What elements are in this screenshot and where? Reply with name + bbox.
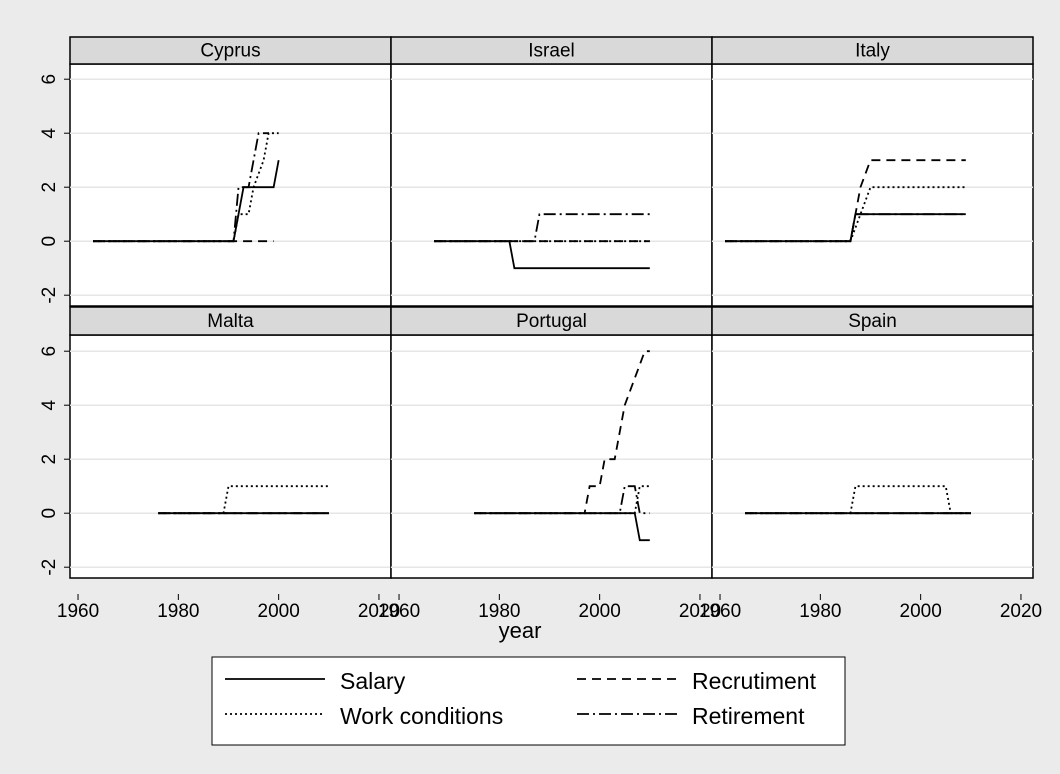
x-tick-label: 1980 xyxy=(157,601,199,622)
y-tick-label: 2 xyxy=(39,454,60,465)
panel-header xyxy=(711,306,1034,336)
series-line xyxy=(474,485,650,515)
y-tick-label: -2 xyxy=(39,287,60,304)
panel-title: Italy xyxy=(855,41,890,62)
series-line xyxy=(434,213,650,243)
plot-area xyxy=(711,63,1034,307)
panel-title: Malta xyxy=(207,311,254,332)
legend-label: Retirement xyxy=(692,703,805,729)
legend-label: Work conditions xyxy=(340,703,503,729)
panel-title: Cyprus xyxy=(200,41,260,62)
x-tick-label: 1960 xyxy=(699,601,741,622)
series-line xyxy=(725,213,966,243)
panel-title: Portugal xyxy=(516,311,587,332)
y-tick-label: -2 xyxy=(39,559,60,576)
panel-title: Spain xyxy=(848,311,897,332)
panel-header xyxy=(711,36,1034,65)
x-tick-label: 1960 xyxy=(378,601,420,622)
y-tick-label: 0 xyxy=(39,508,60,519)
legend xyxy=(211,656,846,746)
y-tick-label: 4 xyxy=(39,127,60,138)
y-tick-label: 2 xyxy=(39,182,60,193)
series-line xyxy=(474,350,650,515)
y-tick-label: 6 xyxy=(39,346,60,357)
x-tick-label: 1960 xyxy=(57,601,99,622)
plot-area xyxy=(711,334,1034,579)
panel-title: Israel xyxy=(528,41,574,62)
legend-label: Salary xyxy=(340,668,406,694)
x-tick-label: 2020 xyxy=(1000,601,1042,622)
x-tick-label: 2020 xyxy=(679,601,721,622)
series-line xyxy=(93,132,279,243)
x-tick-label: 1980 xyxy=(799,601,841,622)
panel-header xyxy=(390,36,713,65)
plot-area xyxy=(69,334,392,579)
panel-header xyxy=(69,306,392,336)
x-tick-label: 2000 xyxy=(258,601,300,622)
x-tick-label: 2020 xyxy=(358,601,400,622)
x-tick-label: 1980 xyxy=(478,601,520,622)
x-axis-label: year xyxy=(499,618,542,643)
y-tick-label: 4 xyxy=(39,399,60,410)
plot-area xyxy=(390,334,713,579)
series-line xyxy=(93,132,269,243)
y-tick-label: 6 xyxy=(39,74,60,85)
plot-area xyxy=(69,63,392,307)
legend-label: Recrutiment xyxy=(692,668,817,694)
plot-area xyxy=(390,63,713,307)
x-tick-label: 2000 xyxy=(579,601,621,622)
series-line xyxy=(474,485,650,515)
y-tick-label: 0 xyxy=(39,236,60,247)
x-tick-label: 2000 xyxy=(900,601,942,622)
